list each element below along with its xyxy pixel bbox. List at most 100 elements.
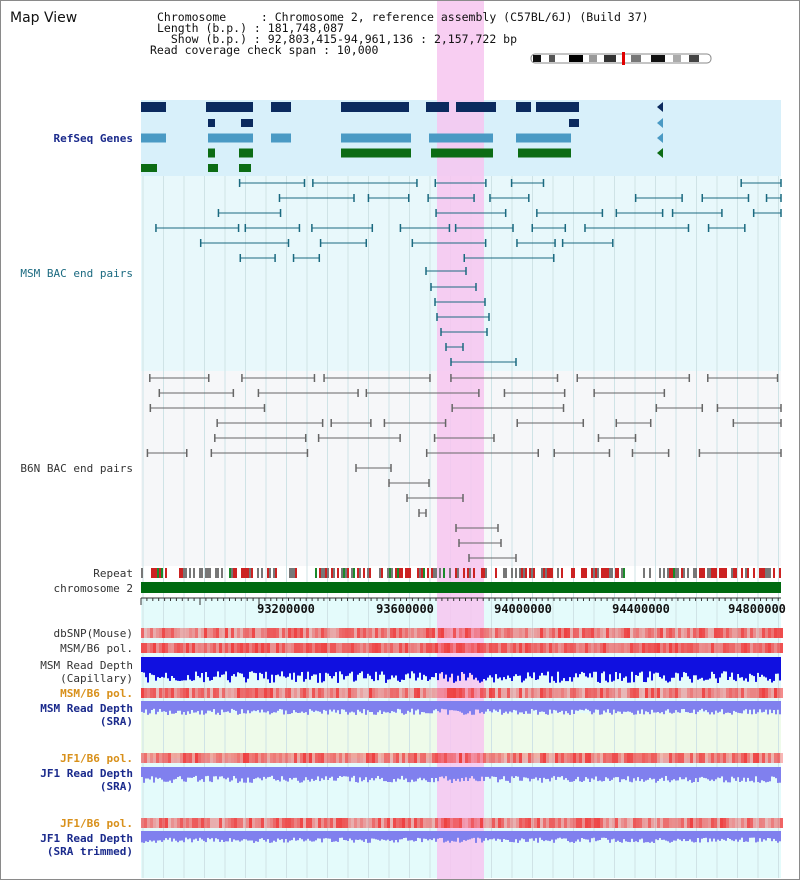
polymorphism-mark [411,688,414,698]
polymorphism-mark [198,643,201,653]
msm-sra-depth-bar [309,701,311,710]
track-label-repeat[interactable]: Repeat [93,567,133,580]
polymorphism-mark [486,628,489,638]
jf1-depth-bar [655,767,657,783]
jf1-depth-bar [761,767,763,781]
msm-sra-depth-bar [347,701,349,715]
jf1-depth-bar [663,767,665,781]
jf1-trimmed-depth-bar [605,831,607,838]
msm-sra-depth-bar [269,701,271,715]
polymorphism-mark [294,643,297,653]
jf1-trimmed-depth-bar [267,831,269,840]
jf1-depth-bar [295,767,297,778]
jf1-depth-bar [151,767,153,777]
jf1-trimmed-depth-bar [173,831,175,839]
jf1-depth-bar [653,767,655,779]
polymorphism-mark [249,688,252,698]
jf1-depth-bar [255,767,257,779]
msm-capillary-depth-bar [433,657,435,678]
track-label-jf1-trim-1[interactable]: JF1 Read Depth [40,832,133,845]
jf1-depth-bar [641,767,643,780]
polymorphism-mark [258,753,261,763]
msm-capillary-depth-bar [435,657,437,673]
track-label-msm-pol-2[interactable]: MSM/B6 pol. [60,687,133,700]
polymorphism-mark [225,628,228,638]
jf1-depth-bar [273,767,275,779]
polymorphism-mark [207,643,210,653]
polymorphism-mark [324,643,327,653]
track-label-msm-pol[interactable]: MSM/B6 pol. [60,642,133,655]
polymorphism-mark [360,818,363,828]
msm-capillary-depth-bar [755,657,757,682]
track-label-jf1-depth-1[interactable]: JF1 Read Depth [40,767,133,780]
msm-sra-depth-bar [203,701,205,715]
polymorphism-mark [507,818,510,828]
track-label-msm-depth-capillary-1[interactable]: MSM Read Depth [40,659,133,672]
polymorphism-mark [561,818,564,828]
jf1-depth-bar [567,767,569,781]
refseq-gene [208,133,253,143]
jf1-depth-bar [547,767,549,779]
polymorphism-mark [549,643,552,653]
track-label-jf1-pol-2[interactable]: JF1/B6 pol. [60,817,133,830]
msm-sra-depth-bar [647,701,649,713]
track-label-msm-depth-sra-1[interactable]: MSM Read Depth [40,702,133,715]
msm-sra-depth-bar [715,701,717,711]
msm-capillary-depth-bar [471,657,473,675]
jf1-trimmed-depth-bar [745,831,747,842]
msm-capillary-depth-bar [757,657,759,673]
polymorphism-mark [627,688,630,698]
refseq-gene-arrow [657,133,663,143]
jf1-trimmed-depth-bar [753,831,755,838]
jf1-depth-bar [353,767,355,776]
msm-sra-depth-bar [153,701,155,709]
repeat-mark [419,568,421,578]
jf1-depth-bar [193,767,195,777]
polymorphism-mark [360,643,363,653]
jf1-depth-bar [405,767,407,779]
polymorphism-mark [579,818,582,828]
polymorphism-mark [198,818,201,828]
msm-sra-depth-bar [305,701,307,713]
jf1-depth-bar [737,767,739,778]
track-label-refseq[interactable]: RefSeq Genes [53,132,133,145]
jf1-depth-bar [689,767,691,780]
polymorphism-mark [285,753,288,763]
msm-sra-depth-bar [197,701,199,712]
jf1-trimmed-depth-bar [677,831,679,839]
polymorphism-mark [321,628,324,638]
polymorphism-mark [657,753,660,763]
jf1-depth-bar [195,767,197,776]
polymorphism-mark [471,628,474,638]
jf1-depth-bar [607,767,609,779]
msm-sra-depth-bar [303,701,305,713]
polymorphism-mark [339,818,342,828]
polymorphism-mark [648,628,651,638]
track-label-b6n-bac[interactable]: B6N BAC end pairs [20,462,133,475]
polymorphism-mark [366,753,369,763]
polymorphism-mark [693,688,696,698]
polymorphism-mark [420,818,423,828]
track-label-dbsnp[interactable]: dbSNP(Mouse) [53,627,133,640]
repeat-mark [221,568,223,578]
repeat-mark [215,568,217,578]
jf1-trimmed-depth-bar [449,831,451,843]
polymorphism-mark [630,753,633,763]
polymorphism-mark [564,628,567,638]
polymorphism-mark [609,628,612,638]
track-label-msm-bac[interactable]: MSM BAC end pairs [20,267,133,280]
jf1-trimmed-depth-bar [575,831,577,842]
polymorphism-mark [183,643,186,653]
polymorphism-mark [243,688,246,698]
jf1-depth-bar [733,767,735,779]
polymorphism-mark [219,643,222,653]
polymorphism-mark [432,753,435,763]
repeat-mark [179,568,181,578]
jf1-depth-bar [613,767,615,778]
jf1-trimmed-depth-bar [281,831,283,840]
jf1-trimmed-depth-bar [331,831,333,842]
polymorphism-mark [741,753,744,763]
track-label-jf1-pol[interactable]: JF1/B6 pol. [60,752,133,765]
jf1-depth-bar [541,767,543,783]
polymorphism-mark [498,688,501,698]
